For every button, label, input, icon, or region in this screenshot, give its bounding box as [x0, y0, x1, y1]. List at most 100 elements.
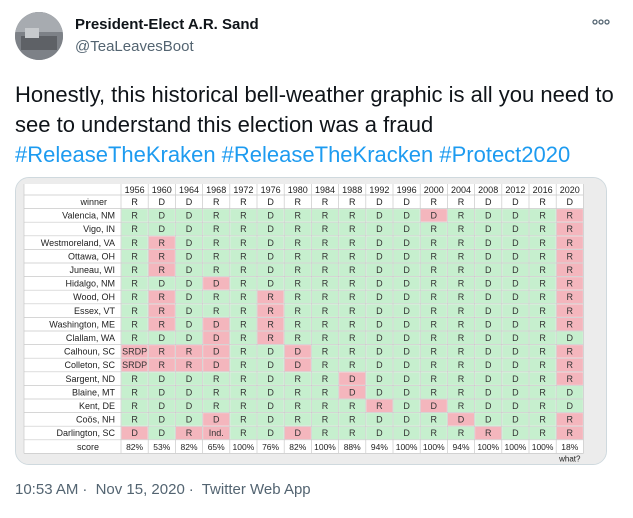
vote-cell: R [131, 211, 138, 221]
year-header: 1980 [288, 185, 308, 195]
vote-cell-fill [257, 358, 284, 372]
winner-cell: D [186, 197, 193, 207]
vote-cell-fill [393, 317, 420, 331]
year-header: 1992 [369, 185, 389, 195]
vote-cell: D [376, 279, 383, 289]
vote-cell-fill [447, 290, 475, 304]
vote-cell: D [376, 333, 383, 343]
vote-cell-fill [475, 263, 502, 277]
vote-cell: R [159, 306, 166, 316]
tweet-source[interactable]: Twitter Web App [201, 481, 311, 498]
vote-cell-fill [230, 399, 257, 413]
avatar-image [15, 12, 63, 60]
vote-cell: R [322, 306, 329, 316]
vote-cell-fill [148, 345, 175, 358]
vote-cell: D [267, 374, 274, 384]
hashtag-links[interactable]: #ReleaseTheKraken #ReleaseTheKracken #Pr… [15, 142, 571, 167]
vote-cell-fill [420, 222, 447, 236]
vote-cell-fill [311, 331, 339, 345]
vote-cell: D [213, 279, 220, 289]
vote-cell: R [458, 347, 465, 357]
vote-cell: R [240, 333, 247, 343]
vote-cell: R [131, 238, 138, 248]
vote-cell: R [322, 360, 329, 370]
vote-cell: R [131, 374, 138, 384]
vote-cell-fill [502, 236, 529, 249]
vote-cell: R [159, 265, 166, 275]
vote-cell-fill [121, 372, 148, 385]
year-header: 1964 [179, 185, 199, 195]
more-options-icon[interactable] [591, 14, 611, 30]
county-label: Colleton, SC [64, 360, 115, 370]
vote-cell-fill [502, 290, 529, 304]
vote-cell-fill [339, 413, 366, 426]
winner-cell: R [240, 197, 247, 207]
vote-cell: D [186, 224, 193, 234]
vote-cell-fill [203, 222, 230, 236]
county-label: Juneau, WI [69, 265, 115, 275]
timestamp-time[interactable]: 10:53 AM [15, 481, 79, 498]
vote-cell: R [539, 428, 546, 438]
vote-cell: R [458, 387, 465, 397]
vote-cell: R [539, 238, 546, 248]
vote-cell: D [403, 279, 410, 289]
vote-cell: D [485, 292, 492, 302]
vote-cell-fill [121, 399, 148, 413]
vote-cell: R [240, 238, 247, 248]
vote-cell-fill [175, 426, 203, 440]
vote-cell: D [376, 265, 383, 275]
vote-cell: D [159, 374, 166, 384]
vote-cell: R [349, 211, 356, 221]
vote-cell: R [539, 211, 546, 221]
vote-cell: R [322, 292, 329, 302]
vote-cell: R [458, 360, 465, 370]
vote-cell-fill [529, 277, 556, 290]
vote-cell: D [485, 415, 492, 425]
vote-cell: D [159, 387, 166, 397]
vote-cell: R [295, 319, 302, 329]
avatar[interactable] [15, 12, 63, 60]
tweet-media[interactable]: 1956 1960 1964 1968 1972 1976 1980 1984 1988 1992… [15, 177, 607, 465]
score-cell: 100% [505, 442, 527, 452]
display-name[interactable]: President-Elect A.R. Sand [75, 16, 259, 33]
vote-cell-fill [284, 209, 311, 222]
vote-cell: R [458, 238, 465, 248]
vote-cell: R [131, 333, 138, 343]
vote-cell-fill [447, 426, 475, 440]
vote-cell: D [376, 428, 383, 438]
winner-cell: D [485, 197, 492, 207]
username-handle[interactable]: @TeaLeavesBoot [75, 38, 194, 55]
vote-cell-fill [230, 426, 257, 440]
vote-cell: R [539, 224, 546, 234]
vote-cell: D [267, 279, 274, 289]
vote-cell-fill [148, 249, 175, 263]
vote-cell: R [240, 428, 247, 438]
vote-cell: R [458, 224, 465, 234]
score-cell: 76% [262, 442, 279, 452]
year-header: 1988 [342, 185, 362, 195]
vote-cell-fill [230, 345, 257, 358]
vote-cell-fill [366, 222, 393, 236]
vote-cell-fill [366, 304, 393, 317]
vote-cell-fill [203, 263, 230, 277]
vote-cell-fill [121, 413, 148, 426]
vote-cell: R [186, 360, 193, 370]
vote-cell: R [295, 333, 302, 343]
year-header: 2012 [505, 185, 525, 195]
county-label: Valencia, NM [62, 211, 115, 221]
vote-cell-fill [339, 331, 366, 345]
winner-cell: R [322, 197, 329, 207]
vote-cell-fill [529, 263, 556, 277]
vote-cell-fill [475, 290, 502, 304]
timestamp-date[interactable]: Nov 15, 2020 [95, 481, 185, 498]
score-cell: 65% [208, 442, 225, 452]
vote-cell: D [159, 428, 166, 438]
vote-cell: R [131, 224, 138, 234]
year-header: 1972 [233, 185, 253, 195]
county-label: Washington, ME [49, 319, 115, 329]
vote-cell-fill [420, 331, 447, 345]
vote-cell: D [376, 251, 383, 261]
vote-cell: R [186, 428, 193, 438]
vote-cell-fill [502, 426, 529, 440]
vote-cell: D [213, 333, 220, 343]
